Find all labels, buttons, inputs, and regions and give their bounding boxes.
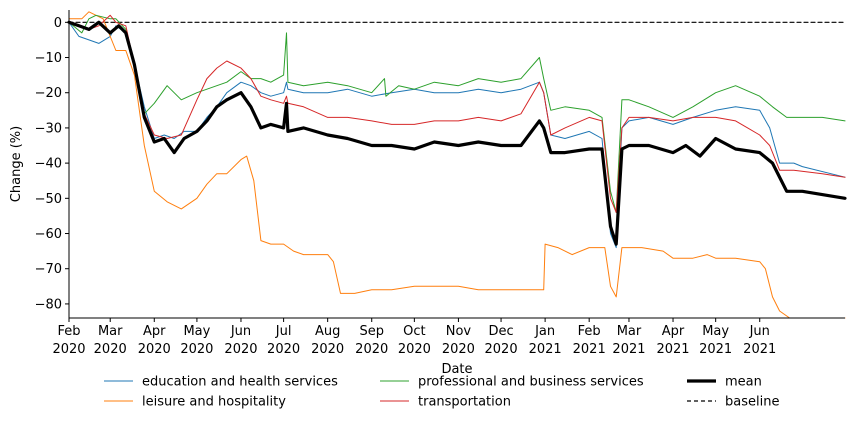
x-tick-label: Jan 2021 <box>529 324 562 357</box>
x-tick-label: Mar 2020 <box>94 324 127 357</box>
x-tick-label: Feb 2021 <box>573 324 606 357</box>
y-ticks: 0 −10 −20 −30 −40 −50 −60 −70 −80 <box>35 16 69 312</box>
x-axis-label: Date <box>441 362 472 377</box>
x-tick-label: Mar 2021 <box>612 324 645 357</box>
x-tick-label: May 2021 <box>699 324 732 357</box>
series-line-mean <box>67 20 847 246</box>
y-tick-label: −80 <box>35 297 62 312</box>
x-tick-label: Apr 2021 <box>656 324 689 357</box>
x-tick-label: Sep 2020 <box>355 324 388 357</box>
series-line-transportation <box>68 14 846 213</box>
legend: education and health services leisure and… <box>104 375 779 410</box>
x-tick-label: Jul 2020 <box>267 324 300 357</box>
x-tick-label: Dec 2020 <box>485 324 518 357</box>
y-tick-label: −10 <box>35 51 62 66</box>
y-tick-label: −40 <box>35 157 62 172</box>
x-ticks: Feb 2020 Mar 2020 Apr 2020 May 2020 Jun 2020 Jul 20… <box>52 318 776 357</box>
series-lines <box>67 11 847 319</box>
x-tick-label: Apr 2020 <box>138 324 171 357</box>
x-tick-label: Feb 2020 <box>52 324 85 357</box>
x-tick-label: Nov 2020 <box>442 324 475 357</box>
legend-label: transportation <box>418 395 511 410</box>
legend-label: mean <box>725 375 762 390</box>
x-tick-label: Jun 2021 <box>743 324 776 357</box>
y-tick-label: −50 <box>35 192 62 207</box>
series-line-leisure-and-hospitality <box>68 11 846 319</box>
x-tick-label: May 2020 <box>180 324 213 357</box>
y-axis-label: Change (%) <box>9 126 24 202</box>
y-tick-label: −60 <box>35 227 62 242</box>
x-tick-label: Jun 2020 <box>224 324 257 357</box>
legend-label: leisure and hospitality <box>142 395 286 410</box>
legend-label: baseline <box>725 395 779 410</box>
y-tick-label: −70 <box>35 262 62 277</box>
legend-label: education and health services <box>142 375 338 390</box>
y-tick-label: −20 <box>35 86 62 101</box>
series-line-professional-and-business-services <box>68 14 846 213</box>
x-tick-label: Oct 2020 <box>398 324 431 357</box>
x-tick-label: Aug 2020 <box>311 324 344 357</box>
y-tick-label: 0 <box>54 16 62 31</box>
axes <box>68 10 845 319</box>
series-line-education-and-health-services <box>68 21 846 249</box>
legend-label: professional and business services <box>418 375 644 390</box>
y-tick-label: −30 <box>35 121 62 136</box>
